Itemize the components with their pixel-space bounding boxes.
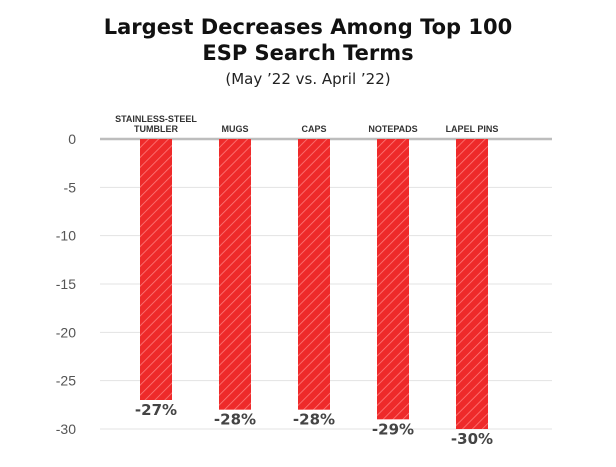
category-label: CAPS <box>301 124 326 134</box>
category-label: NOTEPADS <box>368 124 417 134</box>
bar <box>456 139 488 429</box>
y-tick-label: -10 <box>56 228 76 244</box>
bar <box>377 139 409 420</box>
chart-title-line-2: ESP Search Terms <box>202 41 414 65</box>
bar <box>298 139 330 410</box>
chart-title-line-1: Largest Decreases Among Top 100 <box>103 15 513 39</box>
y-tick-label: -20 <box>56 324 76 340</box>
y-tick-label: -15 <box>56 276 76 292</box>
bars <box>140 139 488 429</box>
category-label: TUMBLER <box>134 124 178 134</box>
bar <box>219 139 251 410</box>
category-label: STAINLESS-STEEL <box>115 114 197 124</box>
data-label: -28% <box>293 411 335 429</box>
data-label: -30% <box>451 430 493 448</box>
y-tick-label: 0 <box>68 131 76 147</box>
data-label: -27% <box>135 401 177 419</box>
title-block: Largest Decreases Among Top 100 ESP Sear… <box>0 14 616 90</box>
data-label: -29% <box>372 420 414 438</box>
y-tick-label: -25 <box>56 373 76 389</box>
category-label: MUGS <box>222 124 249 134</box>
chart-subtitle: (May ’22 vs. April ’22) <box>225 70 391 88</box>
data-label: -28% <box>214 411 256 429</box>
category-label: LAPEL PINS <box>446 124 499 134</box>
y-axis: 0 -5 -10 -15 -20 -25 -30 <box>56 131 76 437</box>
y-tick-label: -5 <box>64 179 77 195</box>
bar <box>140 139 172 400</box>
y-tick-label: -30 <box>56 421 76 437</box>
